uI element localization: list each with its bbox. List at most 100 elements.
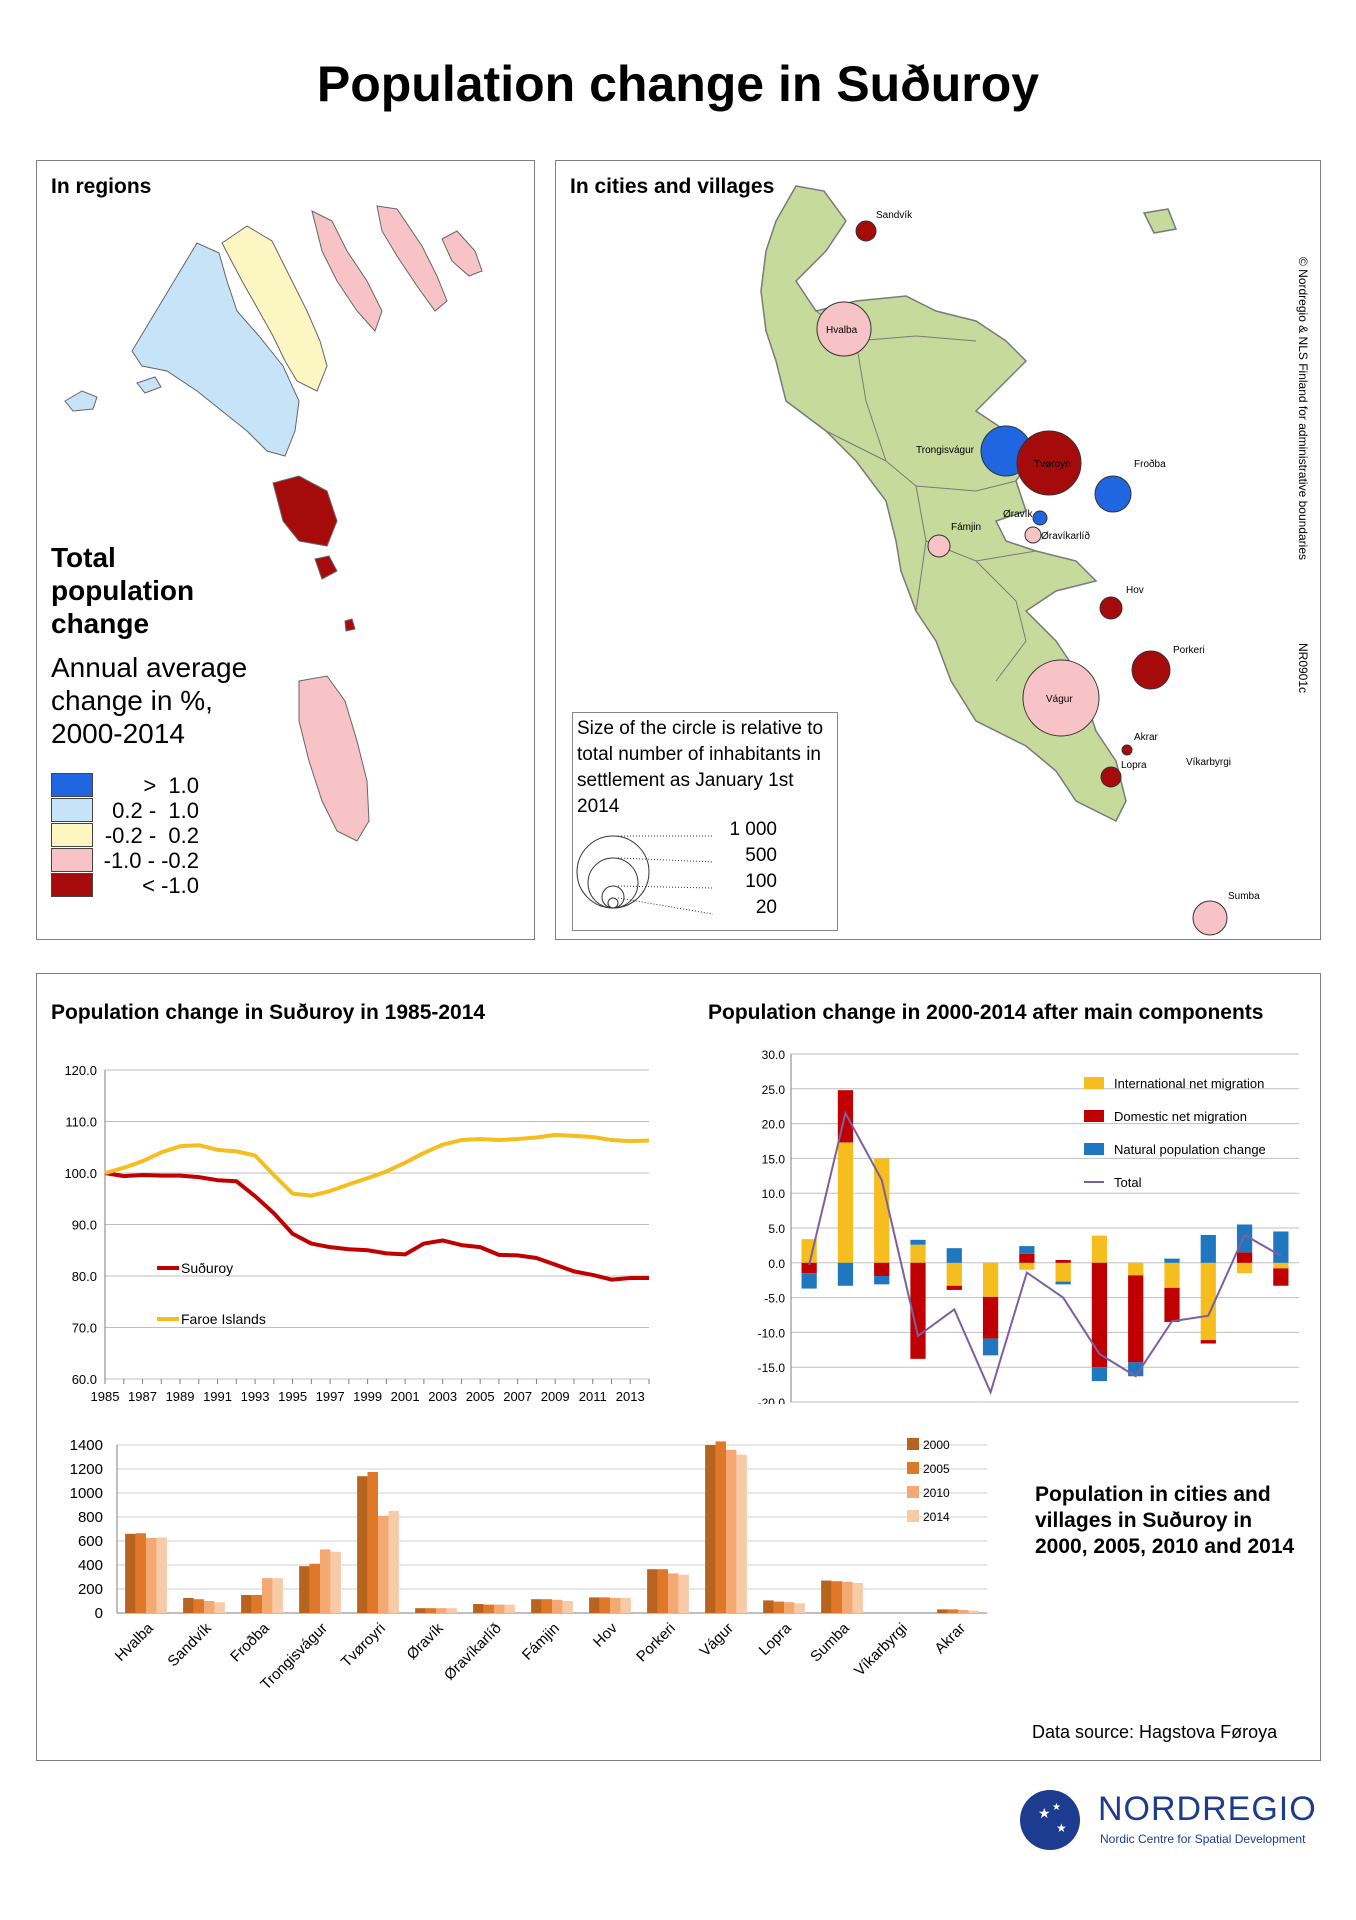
legend-swatch: [1084, 1143, 1104, 1155]
copyright-text: © Nordregio & NLS Finland for administra…: [1296, 257, 1310, 560]
bar-segment: [1091, 1235, 1108, 1263]
circle-frodba: [1094, 475, 1132, 513]
bar: [947, 1609, 958, 1613]
circle-akrar: [1121, 744, 1133, 756]
bar: [388, 1511, 399, 1613]
x-tick-label: 2013: [616, 1389, 645, 1404]
legend-label: Total: [1114, 1175, 1142, 1190]
bar: [299, 1566, 310, 1613]
x-tick-label: 1995: [278, 1389, 307, 1404]
bar: [668, 1573, 679, 1613]
bar-segment: [1200, 1234, 1216, 1263]
bar-segment: [1273, 1231, 1289, 1263]
bar-segment: [1164, 1287, 1180, 1322]
bar-segment: [1273, 1262, 1289, 1269]
legend-label: Domestic net migration: [1114, 1109, 1247, 1124]
y-tick-label: 400: [78, 1557, 103, 1574]
bar-segment: [1091, 1262, 1108, 1368]
y-tick-label: -5.0: [764, 1292, 785, 1306]
legend-swatch: [907, 1438, 919, 1450]
x-tick-label: 1999: [353, 1389, 382, 1404]
y-tick-label: -10.0: [758, 1326, 786, 1340]
bar-segment: [910, 1239, 926, 1245]
legend-subtitle: Annual average change in %, 2000-2014: [51, 652, 248, 749]
x-tick-label: 1989: [166, 1389, 195, 1404]
bar: [831, 1581, 842, 1613]
bar-segment: [946, 1285, 962, 1290]
circle-vagur: [1022, 659, 1100, 737]
place-label: Lopra: [1121, 760, 1147, 771]
bar: [156, 1537, 167, 1613]
stacked-bar-chart: -20.0 -15.0 -10.0 -5.0 0.0 5.0 10.0 15.0 20.0 25.…: [758, 1048, 1299, 1404]
population-chart-side-title: Population in cities and villages in Suð…: [1035, 1483, 1295, 1558]
bar: [599, 1597, 610, 1613]
circle-lopra: [1100, 766, 1122, 788]
legend-title: Total population change: [51, 542, 195, 639]
place-label: Tvøroyri: [1034, 459, 1071, 470]
faroe-regions-map: [64, 205, 483, 842]
bar-segment: [874, 1158, 890, 1263]
x-tick-label: Sumba: [807, 1619, 853, 1665]
bar: [657, 1569, 668, 1613]
y-tick-label: 60.0: [72, 1372, 97, 1387]
y-tick-label: 110.0: [65, 1115, 97, 1130]
x-tick-label: Hvalba: [112, 1619, 158, 1665]
line-chart-title: Population change in Suðuroy in 1985-201…: [51, 1001, 486, 1024]
y-tick-label: 0.0: [768, 1257, 785, 1271]
y-tick-label: 80.0: [72, 1269, 97, 1284]
legend-label-4: -1.0 - -0.2: [103, 848, 199, 873]
x-tick-label: Vágur: [697, 1620, 737, 1660]
bar-segment: [1055, 1262, 1071, 1282]
bar: [425, 1608, 436, 1613]
bar-chart-title: Population change in 2000-2014 after mai…: [708, 1001, 1264, 1024]
bar-segment: [874, 1276, 890, 1285]
y-tick-label: 15.0: [762, 1152, 786, 1166]
size-legend-value: 500: [745, 845, 777, 866]
legend-label-2: 0.2 - 1.0: [112, 798, 199, 823]
x-tick-label: Fámjin: [519, 1620, 563, 1664]
x-tick-label: 1987: [128, 1389, 157, 1404]
bar: [620, 1598, 631, 1613]
bar-segment: [1055, 1281, 1071, 1285]
legend-label-3: -0.2 - 0.2: [104, 823, 199, 848]
total-line: [808, 1110, 1282, 1396]
bar: [251, 1595, 262, 1613]
legend-swatch-4: [51, 848, 93, 872]
bar-segment: [982, 1338, 999, 1356]
bar-segment: [1091, 1367, 1108, 1382]
x-tick-label: 2007: [503, 1389, 532, 1404]
legend-label: International net migration: [1114, 1076, 1264, 1091]
y-tick-label: 200: [78, 1581, 103, 1598]
bar: [647, 1569, 658, 1613]
bar: [241, 1595, 252, 1613]
x-tick-label: 1997: [316, 1389, 345, 1404]
bar: [958, 1610, 969, 1613]
circle-hvalba: [816, 301, 872, 357]
x-tick-label: 1991: [203, 1389, 232, 1404]
y-tick-label: 25.0: [762, 1083, 786, 1097]
bar: [541, 1599, 552, 1613]
bar: [736, 1454, 747, 1613]
size-legend: Size of the circle is relative to total …: [572, 712, 838, 931]
legend-swatch: [1084, 1110, 1104, 1122]
place-label: Víkarbyrgi: [1186, 757, 1231, 768]
bar-segment: [1019, 1253, 1035, 1263]
y-tick-label: 90.0: [72, 1218, 97, 1233]
legend-label-1: > 1.0: [143, 773, 199, 798]
place-label: Akrar: [1134, 732, 1159, 743]
legend-swatch: [907, 1510, 919, 1522]
place-label: Øravíkarlíð: [1041, 530, 1090, 542]
circle-oravikarlid: [1024, 526, 1042, 544]
bar-segment: [1273, 1268, 1289, 1286]
legend-swatch: [907, 1462, 919, 1474]
region-mykines: [136, 376, 162, 394]
bar: [968, 1610, 979, 1613]
size-legend-circles: [576, 835, 714, 915]
y-tick-label: 10.0: [762, 1187, 786, 1201]
bar: [483, 1604, 494, 1613]
bar-segment: [1200, 1340, 1216, 1344]
bar: [320, 1549, 331, 1613]
x-tick-label: 1993: [241, 1389, 270, 1404]
page-title: Population change in Suðuroy: [316, 56, 1040, 112]
bar: [146, 1538, 157, 1613]
